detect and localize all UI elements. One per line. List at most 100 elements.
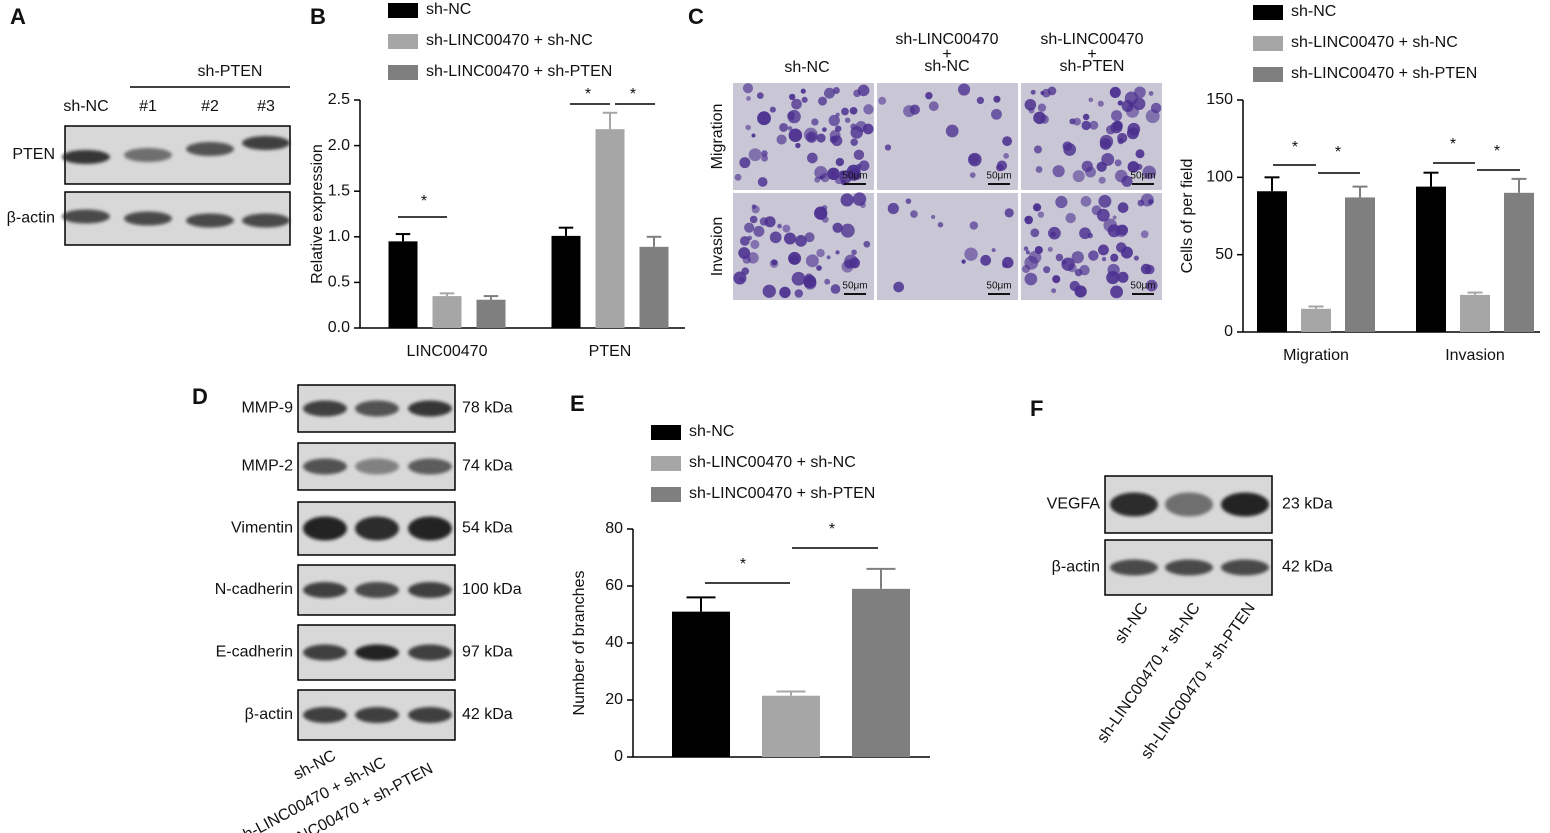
- blot-band: [242, 136, 290, 150]
- cell: [742, 255, 751, 264]
- cell: [769, 106, 776, 113]
- cell: [1072, 170, 1085, 183]
- cell: [840, 223, 855, 238]
- cell: [1079, 227, 1091, 240]
- blot-band: [303, 582, 347, 598]
- cell: [849, 106, 858, 115]
- blot-band: [1110, 559, 1158, 576]
- cell: [827, 167, 840, 181]
- blot-band: [408, 644, 452, 661]
- cell: [1023, 246, 1029, 251]
- cell: [878, 96, 887, 105]
- cell: [824, 278, 831, 285]
- cell: [751, 205, 760, 214]
- significance-mark: *: [1450, 136, 1456, 153]
- cell: [777, 223, 782, 229]
- cell: [776, 134, 787, 145]
- row-label: MMP-9: [241, 400, 293, 417]
- cell: [1126, 127, 1139, 140]
- x-tick-label: PTEN: [589, 343, 632, 360]
- lane-label: #1: [139, 98, 157, 115]
- size-label: 23 kDa: [1282, 496, 1333, 513]
- blot-band: [303, 707, 347, 723]
- cell: [1110, 253, 1119, 262]
- legend-label: sh-LINC00470 + sh-NC: [689, 454, 856, 471]
- blot-band: [408, 582, 452, 598]
- cell: [1136, 163, 1143, 170]
- blot-band: [62, 150, 110, 164]
- cell: [1147, 199, 1154, 205]
- cell: [1142, 165, 1157, 180]
- cell: [1030, 228, 1040, 238]
- cell: [801, 96, 808, 103]
- cell: [969, 172, 976, 178]
- cell: [1065, 212, 1076, 224]
- y-tick-label: 2.5: [328, 91, 350, 108]
- cell: [910, 210, 918, 218]
- scale-label: 50μm: [986, 171, 1011, 182]
- cell: [1033, 145, 1042, 154]
- lane-label: sh-LINC00470 + sh-NC: [1094, 600, 1204, 746]
- column-label: +: [942, 46, 951, 63]
- y-tick-label: 1.0: [328, 228, 350, 245]
- cell: [1121, 99, 1134, 113]
- cell: [795, 142, 801, 149]
- significance-mark: *: [1292, 139, 1298, 156]
- cell: [1134, 86, 1146, 99]
- cell: [829, 130, 841, 141]
- legend-swatch: [388, 34, 418, 49]
- blot-band: [1165, 559, 1213, 576]
- bar: [551, 235, 581, 328]
- x-tick-label: Invasion: [1445, 347, 1505, 364]
- cell: [791, 271, 806, 286]
- size-label: 42 kDa: [462, 706, 513, 723]
- cell: [1002, 256, 1014, 269]
- bar: [672, 611, 730, 757]
- cell: [1127, 161, 1140, 173]
- blot-band: [408, 707, 452, 723]
- size-label: 54 kDa: [462, 520, 513, 537]
- blot-band: [355, 582, 399, 598]
- cell: [1096, 208, 1110, 222]
- y-tick-label: 1.5: [328, 182, 350, 199]
- cell: [945, 124, 959, 138]
- y-tick-label: 0.5: [328, 274, 350, 291]
- cell: [788, 93, 796, 101]
- cell: [795, 234, 807, 247]
- legend-label: sh-LINC00470 + sh-PTEN: [1291, 65, 1477, 82]
- row-label: β-actin: [245, 706, 293, 723]
- cell: [803, 274, 817, 289]
- cell: [961, 259, 966, 264]
- cell: [734, 173, 742, 181]
- cell: [1106, 271, 1120, 285]
- cell: [741, 267, 750, 275]
- cell: [1022, 265, 1031, 274]
- cell: [1133, 255, 1139, 261]
- blot-band: [1221, 492, 1269, 517]
- row-label: Migration: [709, 104, 726, 170]
- size-label: 97 kDa: [462, 644, 513, 661]
- legend-label: sh-NC: [426, 1, 471, 18]
- blot-band: [303, 458, 347, 475]
- cell: [832, 222, 843, 233]
- cell: [1112, 120, 1123, 131]
- cell: [1105, 125, 1116, 135]
- legend-label: sh-LINC00470 + sh-NC: [1291, 34, 1458, 51]
- legend-label: sh-LINC00470 + sh-PTEN: [426, 63, 612, 80]
- legend-swatch: [651, 456, 681, 471]
- y-tick-label: 20: [605, 691, 623, 708]
- cell: [993, 95, 1001, 103]
- legend-swatch: [388, 65, 418, 80]
- cell: [1098, 244, 1109, 256]
- bar: [1257, 191, 1287, 332]
- cell: [1051, 288, 1057, 294]
- cell: [744, 222, 755, 233]
- cell: [1145, 109, 1160, 124]
- cell: [1109, 86, 1121, 98]
- bar: [388, 241, 418, 328]
- cell: [909, 104, 920, 115]
- cell: [739, 236, 750, 246]
- blot-band: [355, 516, 399, 541]
- size-label: 78 kDa: [462, 400, 513, 417]
